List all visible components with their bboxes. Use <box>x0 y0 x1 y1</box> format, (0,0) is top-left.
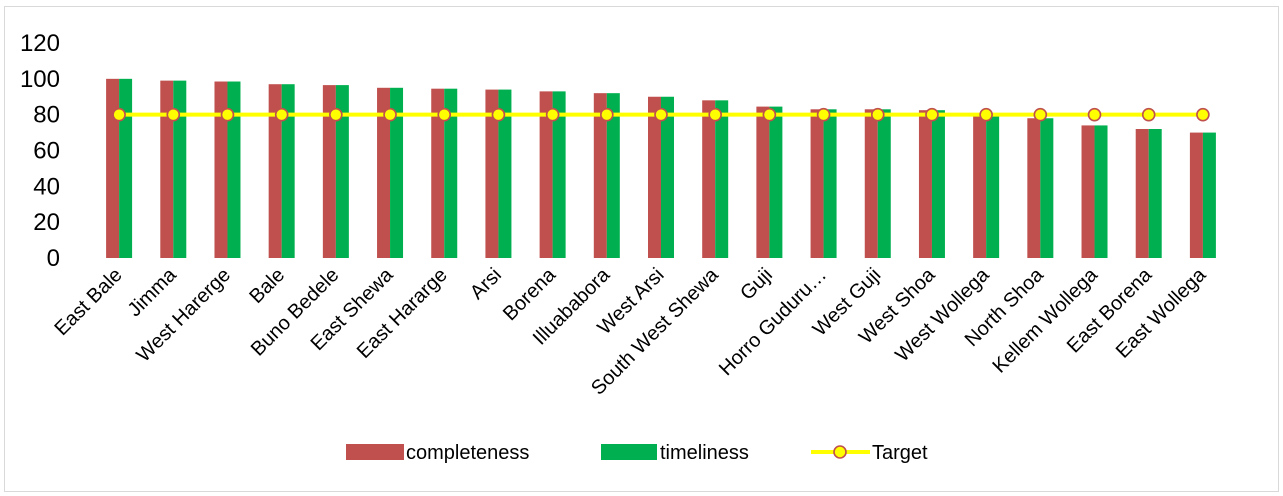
x-tick-label: Bale <box>245 264 289 308</box>
x-tick-label: Guji <box>736 264 777 305</box>
bar-completeness <box>485 89 499 258</box>
target-point <box>1141 107 1156 122</box>
bar-completeness <box>431 88 445 258</box>
target-point <box>329 107 343 122</box>
x-tick-label: Arsi <box>466 264 506 304</box>
target-point <box>600 107 614 122</box>
bar-completeness <box>918 110 932 258</box>
bar-completeness <box>214 81 228 258</box>
bar-timeliness <box>823 109 837 259</box>
target-point <box>762 107 777 122</box>
bar-timeliness <box>1148 129 1162 258</box>
bar-completeness <box>1189 132 1203 258</box>
target-line-group <box>112 107 1210 122</box>
x-tick-label: West Wollega <box>891 263 994 366</box>
target-point <box>870 107 885 122</box>
x-tick-label: East Bale <box>51 264 127 340</box>
bar-completeness <box>1027 118 1041 258</box>
bar-timeliness <box>281 84 295 258</box>
y-tick-label: 20 <box>33 209 60 236</box>
legend-label-timeliness: timeliness <box>660 442 749 464</box>
bar-timeliness <box>877 109 891 259</box>
target-point <box>654 107 668 122</box>
legend-marker-target <box>833 445 847 459</box>
x-tick-label: West Harerge <box>132 264 235 367</box>
bar-timeliness <box>119 78 133 258</box>
bar-completeness <box>810 109 824 259</box>
legend-swatch-completeness <box>346 444 404 460</box>
y-tick-label: 80 <box>33 102 60 129</box>
target-point <box>925 107 939 122</box>
target-point <box>437 107 452 122</box>
bar-timeliness <box>1094 125 1108 259</box>
y-tick-label: 40 <box>33 173 60 200</box>
target-point <box>383 107 397 122</box>
bar-timeliness <box>390 87 404 259</box>
bar-timeliness <box>498 89 512 258</box>
bar-timeliness <box>444 88 458 258</box>
target-point <box>979 107 993 122</box>
y-tick-label: 100 <box>20 66 60 93</box>
target-point <box>708 107 722 122</box>
bar-completeness <box>268 84 282 258</box>
bar-timeliness <box>335 85 349 259</box>
y-axis: 0 20 40 60 80 100 120 <box>20 30 60 272</box>
bar-completeness <box>756 106 770 259</box>
bar-timeliness <box>769 106 783 259</box>
target-point <box>1196 107 1210 122</box>
bar-completeness <box>106 78 120 258</box>
target-point <box>1087 107 1102 122</box>
bar-timeliness <box>661 96 674 258</box>
target-point <box>274 107 289 122</box>
bar-completeness <box>322 85 336 259</box>
y-tick-label: 60 <box>33 138 60 165</box>
bar-timeliness <box>552 91 566 258</box>
bars-group <box>106 78 1216 259</box>
bar-timeliness <box>606 93 620 259</box>
bar-completeness <box>377 87 391 259</box>
bar-completeness <box>864 109 878 259</box>
bar-timeliness <box>715 100 729 258</box>
target-point <box>816 107 831 122</box>
bar-completeness <box>702 100 716 258</box>
y-tick-label: 0 <box>47 245 60 272</box>
bar-timeliness <box>1202 132 1216 258</box>
target-point <box>545 107 560 122</box>
bar-timeliness <box>1040 118 1054 258</box>
target-point <box>112 107 126 122</box>
target-point <box>491 107 506 122</box>
legend-label-target: Target <box>872 442 928 464</box>
bar-completeness <box>1135 129 1149 258</box>
bar-completeness <box>160 80 174 258</box>
bar-timeliness <box>931 110 945 258</box>
legend: completeness timeliness Target <box>346 442 928 464</box>
bar-completeness <box>648 96 661 258</box>
bar-timeliness <box>227 81 241 258</box>
bar-completeness <box>1081 125 1095 259</box>
target-point <box>166 107 181 122</box>
bar-completeness <box>973 116 987 258</box>
bar-timeliness <box>986 116 1000 258</box>
bar-completeness <box>539 91 553 258</box>
y-tick-label: 120 <box>20 30 60 57</box>
legend-swatch-timeliness <box>601 444 657 460</box>
bar-timeliness <box>173 80 187 258</box>
legend-label-completeness: completeness <box>406 442 529 464</box>
target-point <box>220 107 235 122</box>
bar-completeness <box>593 93 607 259</box>
target-point <box>1033 107 1048 122</box>
